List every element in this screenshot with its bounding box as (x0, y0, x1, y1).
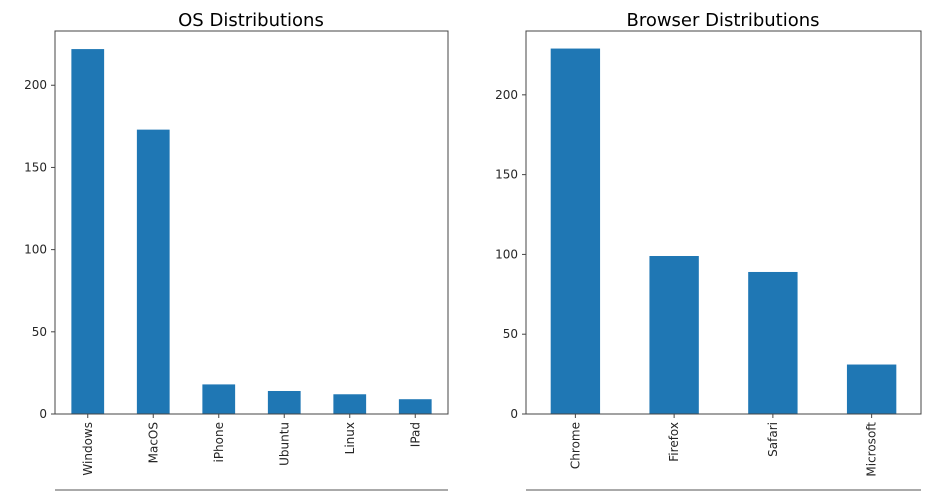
os-x-tick-label: Linux (343, 422, 357, 454)
os-bar (333, 394, 367, 414)
browser-x-tick-label: Safari (766, 422, 780, 457)
browser-bars (550, 48, 897, 415)
browser-y-tick-label: 0 (510, 407, 518, 421)
browser-x-tick-label: Firefox (667, 422, 681, 462)
os-axis-ticks: Windows MacOS iPhone Ubuntu Linux IPad 0 50 100 1… (24, 78, 422, 475)
os-bar (202, 384, 236, 414)
browser-y-tick-label: 50 (503, 327, 518, 341)
browser-bar (550, 48, 601, 415)
os-x-tick-label: MacOS (146, 422, 160, 463)
browser-y-tick-label: 200 (495, 88, 518, 102)
os-x-tick-label: iPhone (212, 422, 226, 463)
os-chart-title: OS Distributions (178, 10, 324, 31)
os-y-tick-label: 200 (24, 78, 47, 92)
browser-bar (846, 364, 897, 414)
os-x-tick-label: IPad (408, 422, 422, 447)
browser-bar (748, 271, 798, 414)
os-bars (71, 49, 432, 414)
os-distributions-chart: OS Distributions Windows MacOS iPhone Ubunt… (24, 10, 449, 491)
browser-y-tick-label: 100 (495, 247, 518, 261)
os-x-tick-label: Ubuntu (277, 422, 291, 466)
os-bar (398, 399, 432, 414)
os-x-tick-label: Windows (81, 422, 95, 476)
browser-plot-frame (525, 30, 922, 415)
os-bar (136, 129, 170, 414)
browser-y-tick-label: 150 (495, 168, 518, 182)
browser-axis-ticks: Chrome Firefox Safari Microsoft 0 50 100 150 200 (495, 88, 879, 477)
os-y-tick-label: 0 (39, 407, 47, 421)
os-y-tick-label: 150 (24, 160, 47, 174)
browser-x-tick-label: Microsoft (865, 422, 879, 477)
os-bar (267, 390, 301, 414)
os-bar (71, 49, 105, 414)
browser-chart-title: Browser Distributions (626, 10, 819, 31)
os-y-tick-label: 100 (24, 243, 47, 257)
browser-x-tick-label: Chrome (568, 422, 582, 469)
os-y-tick-label: 50 (32, 325, 47, 339)
browser-distributions-chart: Browser Distributions Chrome Firefox Safar… (495, 10, 922, 491)
os-plot-frame (54, 30, 449, 415)
browser-bar (649, 256, 699, 414)
